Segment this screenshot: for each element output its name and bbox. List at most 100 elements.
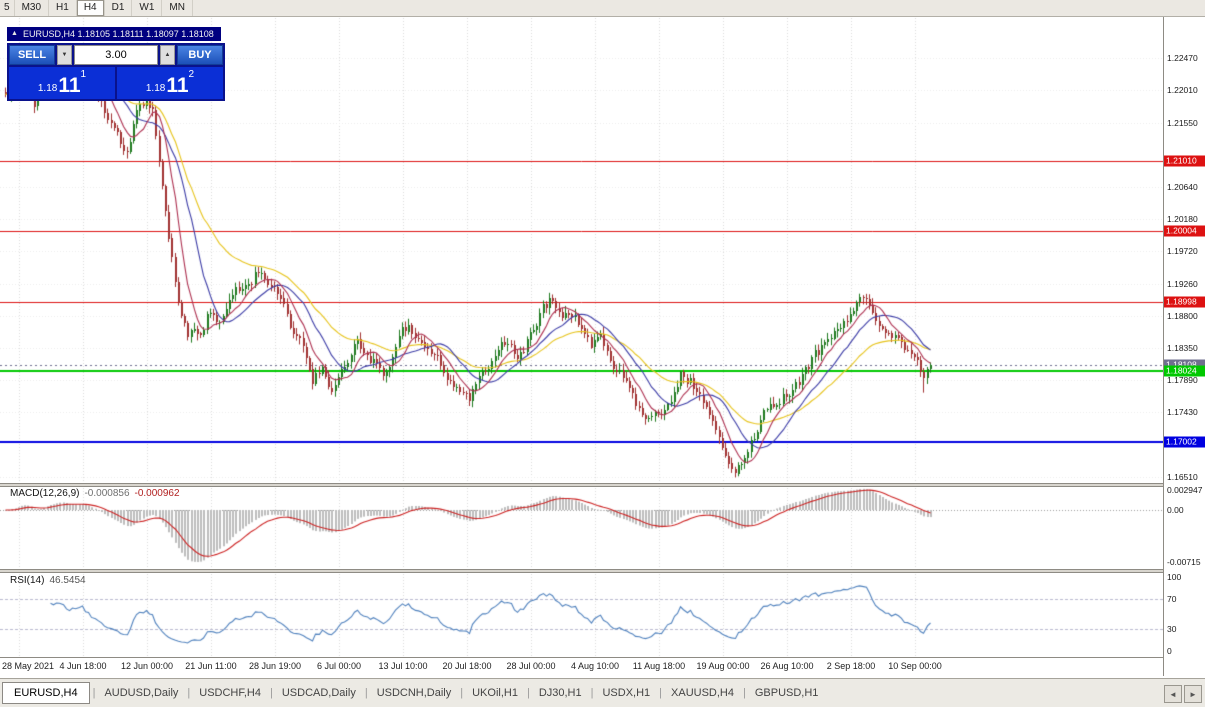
time-axis-label: 13 Jul 10:00: [378, 661, 428, 671]
time-axis-label: 28 Jul 00:00: [506, 661, 556, 671]
price-tick: 1.20640: [1167, 181, 1198, 192]
symbol-info-bar: ▲ EURUSD,H4 1.18105 1.18111 1.18097 1.18…: [7, 27, 221, 41]
tab-divider: |: [187, 687, 191, 699]
one-click-collapse-icon[interactable]: ▲: [11, 30, 18, 37]
lot-decrease-button[interactable]: ▼: [57, 45, 72, 65]
rsi-value: 46.5454: [49, 575, 86, 586]
price-level-tag: 1.20004: [1164, 225, 1205, 237]
chart-tab-usdchf[interactable]: USDCHF,H4: [199, 687, 261, 699]
chart-tab-usdx[interactable]: USDX,H1: [602, 687, 651, 699]
macd-signal-value: -0.000962: [134, 488, 180, 499]
macd-label-text: MACD(12,26,9): [10, 488, 80, 499]
one-click-trading-panel: SELL ▼ 3.00 ▲ BUY 1.18 11 1 1.18 11 2: [7, 43, 225, 101]
timeframe-5[interactable]: 5: [0, 0, 15, 16]
buy-price-sup: 2: [188, 69, 195, 80]
price-tick: 1.22470: [1167, 53, 1198, 63]
rsi-pane-separator[interactable]: [0, 569, 1163, 573]
scroll-left-icon: ◄: [1169, 689, 1177, 699]
buy-price-big: 11: [166, 74, 189, 98]
lot-increase-button[interactable]: ▲: [160, 45, 175, 65]
chart-tab-dj30[interactable]: DJ30,H1: [538, 687, 582, 699]
sell-price-sup: 1: [80, 69, 87, 80]
chart-tabs-bar: EURUSD,H4 | AUDUSD,Daily | USDCHF,H4 | USDCAD,…: [0, 678, 1205, 707]
tab-divider: |: [659, 687, 663, 699]
price-level-tag: 1.21010: [1164, 155, 1205, 167]
chart-tab-eurusd[interactable]: EURUSD,H4: [2, 682, 90, 704]
time-axis-label: 2 Sep 18:00: [826, 661, 876, 671]
sell-button[interactable]: SELL: [9, 45, 55, 65]
timeframe-d1[interactable]: D1: [105, 0, 133, 16]
tab-divider: |: [526, 687, 530, 699]
timeframe-mn[interactable]: MN: [162, 0, 193, 16]
time-axis-label: 12 Jun 00:00: [120, 661, 174, 671]
price-tick: 1.18350: [1167, 342, 1198, 353]
price-tick: 1.19260: [1167, 278, 1198, 289]
tab-scroll-controls: ◄ ►: [1164, 685, 1202, 703]
time-axis-label: 4 Jun 18:00: [59, 661, 107, 671]
price-tick: 1.17890: [1167, 374, 1198, 385]
chart-tab-gbpusd[interactable]: GBPUSD,H1: [754, 687, 819, 699]
macd-indicator-label: MACD(12,26,9) -0.000856 -0.000962: [10, 488, 180, 499]
time-axis-label: 21 Jun 11:00: [185, 661, 237, 671]
trade-controls-row: SELL ▼ 3.00 ▲ BUY: [9, 45, 223, 65]
chart-tab-ukoil[interactable]: UKOil,H1: [472, 687, 518, 699]
price-tick: 1.20180: [1167, 213, 1198, 224]
tabs-scroll-left-button[interactable]: ◄: [1164, 685, 1182, 703]
tab-divider: |: [590, 687, 594, 699]
time-axis-label: 28 Jun 19:00: [248, 661, 302, 671]
chart-canvas[interactable]: [0, 0, 1163, 678]
timeframe-h4[interactable]: H4: [76, 0, 105, 16]
chart-tab-xauusd[interactable]: XAUUSD,H4: [671, 687, 734, 699]
tabs-scroll-right-button[interactable]: ►: [1184, 685, 1202, 703]
chart-tab-usdcad[interactable]: USDCAD,Daily: [281, 687, 356, 699]
sell-price-display[interactable]: 1.18 11 1: [9, 67, 115, 99]
sell-price-big: 11: [58, 74, 81, 98]
rsi-axis-label: 0: [1167, 646, 1172, 656]
price-level-tag: 1.18998: [1164, 296, 1205, 308]
macd-pane-separator[interactable]: [0, 483, 1163, 487]
time-axis-label: 28 May 2021: [2, 661, 55, 671]
time-axis-label: 11 Aug 18:00: [632, 661, 686, 671]
price-level-tag: 1.18024: [1164, 365, 1205, 377]
time-axis-divider: [0, 657, 1163, 658]
time-axis-label: 6 Jul 00:00: [316, 661, 362, 671]
rsi-indicator-label: RSI(14) 46.5454: [10, 575, 86, 586]
macd-axis-label: -0.00715: [1167, 557, 1201, 567]
buy-price-display[interactable]: 1.18 11 2: [117, 67, 223, 99]
lot-size-input[interactable]: 3.00: [74, 45, 158, 65]
timeframe-w1[interactable]: W1: [132, 0, 163, 16]
time-axis-label: 20 Jul 18:00: [442, 661, 492, 671]
price-tick: 1.18800: [1167, 311, 1198, 321]
tab-divider: |: [460, 687, 464, 699]
trade-prices-row: 1.18 11 1 1.18 11 2: [9, 67, 223, 99]
rsi-axis-label: 70: [1167, 594, 1177, 605]
buy-price-small: 1.18: [145, 83, 166, 94]
scroll-right-icon: ►: [1189, 689, 1197, 699]
rsi-axis-label: 100: [1167, 572, 1182, 582]
symbol-ohlc-text: EURUSD,H4 1.18105 1.18111 1.18097 1.1810…: [22, 29, 214, 39]
macd-main-value: -0.000856: [84, 488, 130, 499]
price-tick: 1.19720: [1167, 246, 1198, 257]
macd-axis-label: 0.002947: [1167, 485, 1203, 495]
price-tick: 1.16510: [1167, 471, 1198, 482]
buy-button[interactable]: BUY: [177, 45, 223, 65]
timeframe-toolbar: 5 M30 H1 H4 D1 W1 MN: [0, 0, 1205, 17]
price-level-tag: 1.17002: [1164, 436, 1205, 448]
rsi-label-text: RSI(14): [10, 575, 45, 586]
price-tick: 1.21550: [1167, 117, 1198, 128]
tab-divider: |: [92, 687, 96, 699]
time-axis-label: 19 Aug 00:00: [696, 661, 750, 671]
timeframe-h1[interactable]: H1: [49, 0, 77, 16]
current-price-tag: 1.18108: [1164, 359, 1205, 371]
time-axis-label: 26 Aug 10:00: [760, 661, 814, 671]
timeframe-m30[interactable]: M30: [15, 0, 50, 16]
chart-tab-audusd[interactable]: AUDUSD,Daily: [104, 687, 179, 699]
macd-axis-label: 0.00: [1167, 505, 1184, 515]
rsi-axis-label: 30: [1167, 623, 1177, 634]
time-axis-label: 10 Sep 00:00: [888, 661, 942, 671]
price-axis-border: [1163, 17, 1164, 676]
price-tick: 1.17430: [1167, 407, 1198, 418]
tab-divider: |: [742, 687, 746, 699]
chart-tab-usdcnh[interactable]: USDCNH,Daily: [376, 687, 452, 699]
